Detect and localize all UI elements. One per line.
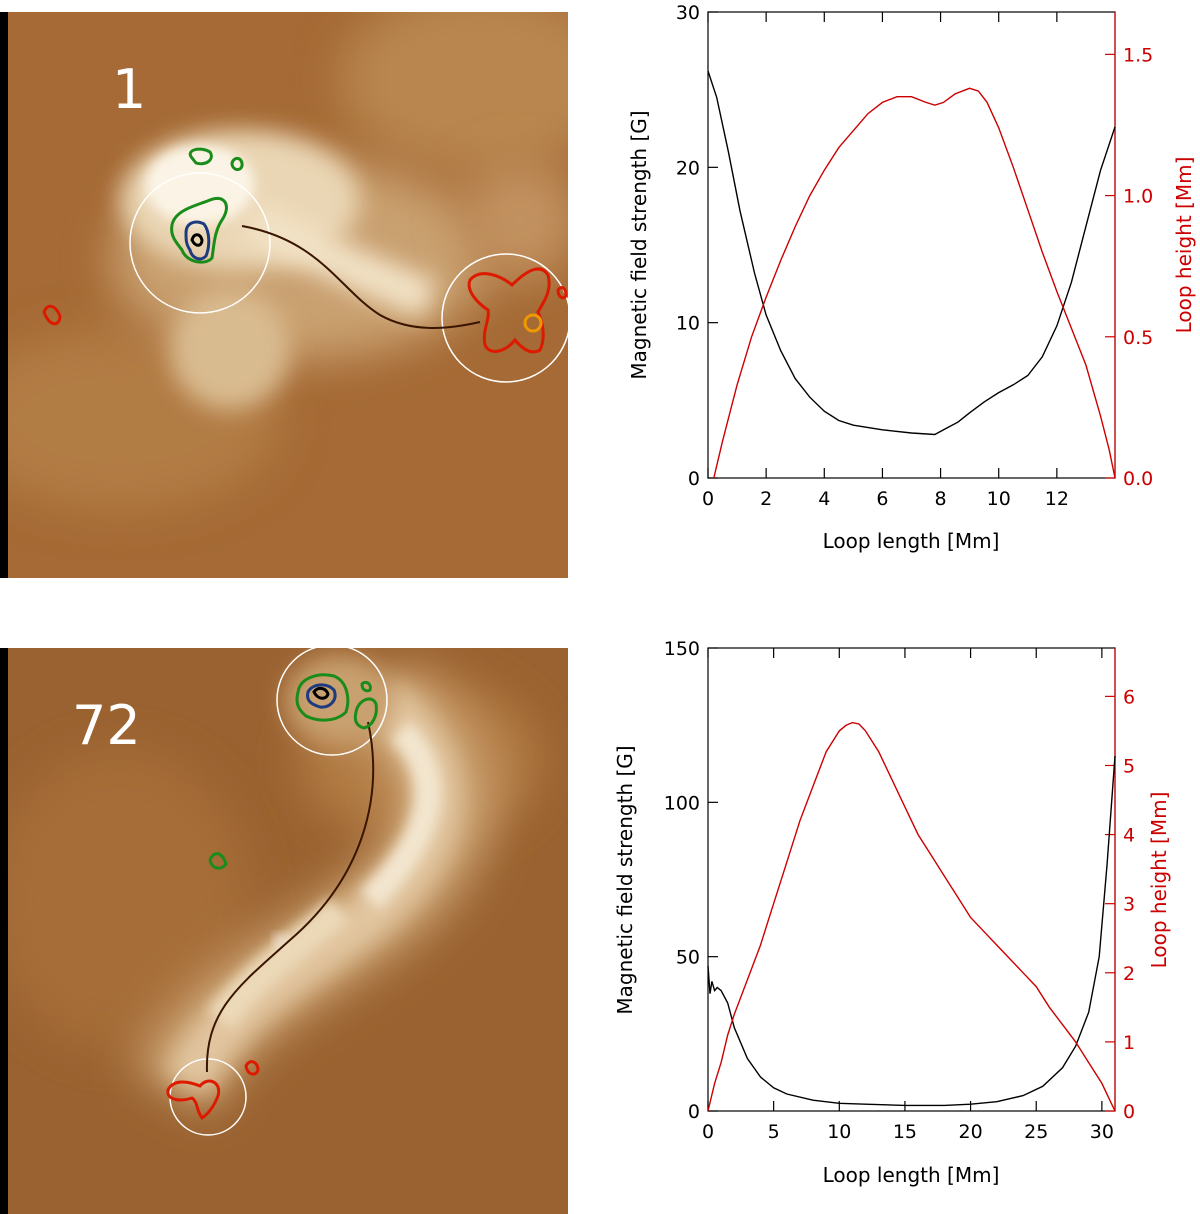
y2-tick-label: 6 <box>1123 686 1135 708</box>
x-tick-label: 5 <box>768 1121 780 1143</box>
image-panel-2: 72 <box>0 648 568 1214</box>
contours-2 <box>166 673 378 1121</box>
y-tick-label: 100 <box>664 792 700 814</box>
field-strength-series-1 <box>707 70 1116 436</box>
image-panel-1: 1 <box>0 12 568 578</box>
y2-axis-label-2: Loop height [Mm] <box>1147 792 1171 969</box>
x-tick-label: 10 <box>987 488 1011 510</box>
y2-tick-label: 3 <box>1123 894 1135 916</box>
image-label-2: 72 <box>72 694 141 757</box>
y-tick-label: 20 <box>676 157 700 179</box>
x-tick-label: 12 <box>1045 488 1069 510</box>
y-axis-label-2: Magnetic field strength [G] <box>613 745 637 1014</box>
contours-1 <box>42 147 568 354</box>
y2-tick-label: 1.5 <box>1123 44 1153 66</box>
y-tick-label: 50 <box>676 947 700 969</box>
plot-frame-2 <box>707 647 1116 1112</box>
x-tick-label: 15 <box>893 1121 917 1143</box>
x-tick-label: 2 <box>760 488 772 510</box>
field-line-1 <box>241 225 481 329</box>
plot-panel-1: 0 2 4 6 8 10 12 0 10 20 30 0.0 0.5 1.0 1.5 Loop leng… <box>627 2 1196 553</box>
euv-image-1 <box>8 12 568 578</box>
x-axis-label-1: Loop length [Mm] <box>823 529 1000 553</box>
footpoint-circle-positive-2 <box>276 648 388 756</box>
plot-panel-2: 0 5 10 15 20 25 30 0 50 100 150 0 1 2 3 4 5 6 Loop leng… <box>613 638 1171 1187</box>
x-tick-label: 25 <box>1024 1121 1048 1143</box>
x-tick-label: 20 <box>958 1121 982 1143</box>
y2-tick-label: 0.5 <box>1123 327 1153 349</box>
euv-image-2 <box>8 648 568 1214</box>
y-tick-label: 30 <box>676 2 700 24</box>
y-tick-label: 0 <box>688 1101 700 1123</box>
y2-tick-label: 5 <box>1123 755 1135 777</box>
x-axis-label-2: Loop length [Mm] <box>823 1163 1000 1187</box>
loop-height-series-1 <box>713 87 1116 479</box>
x-tick-label: 6 <box>876 488 888 510</box>
y2-tick-label: 0.0 <box>1123 468 1153 490</box>
y2-tick-label: 1.0 <box>1123 186 1153 208</box>
y2-tick-label: 1 <box>1123 1032 1135 1054</box>
y-tick-label: 0 <box>688 468 700 490</box>
x-tick-label: 30 <box>1090 1121 1114 1143</box>
image-label-1: 1 <box>112 58 146 121</box>
y-axis-label-1: Magnetic field strength [G] <box>627 110 651 379</box>
y2-tick-label: 0 <box>1123 1101 1135 1123</box>
x-tick-label: 0 <box>702 1121 714 1143</box>
x-tick-label: 8 <box>935 488 947 510</box>
field-line-2 <box>205 721 375 1073</box>
y-tick-label: 10 <box>676 313 700 335</box>
footpoint-circle-positive <box>129 172 271 314</box>
y2-tick-label: 4 <box>1123 825 1135 847</box>
y-tick-label: 150 <box>664 638 700 660</box>
x-tick-label: 4 <box>818 488 830 510</box>
field-strength-series-2 <box>707 755 1116 1107</box>
plot-frame-1 <box>707 11 1116 479</box>
x-tick-label: 0 <box>702 488 714 510</box>
loop-height-series-2 <box>707 721 1116 1112</box>
x-tick-label: 10 <box>827 1121 851 1143</box>
footpoint-circle-negative <box>441 253 568 383</box>
y2-tick-label: 2 <box>1123 963 1135 985</box>
y2-axis-label-1: Loop height [Mm] <box>1172 157 1196 334</box>
